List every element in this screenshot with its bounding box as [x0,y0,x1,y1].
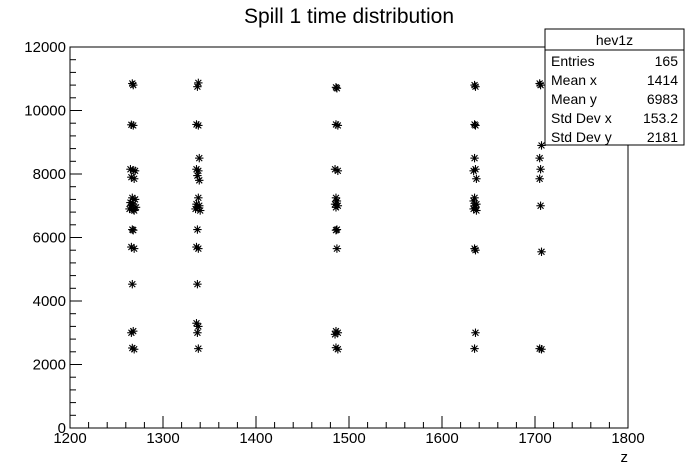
stats-row-value: 6983 [647,91,678,107]
data-point [194,322,203,331]
data-point [537,345,546,354]
data-points [125,78,546,354]
data-point [129,225,138,235]
stats-rows: Entries 165 Mean x 1414 Mean y 6983 Std Dev x 1… [551,53,678,145]
data-point [129,174,139,183]
data-point [193,328,202,337]
data-point [331,225,341,235]
data-point [469,166,478,176]
stats-row-value: 1414 [647,72,678,88]
data-point [129,345,139,354]
data-point [331,203,341,212]
stats-histogram-name: hev1z [596,32,633,48]
x-axis-label: z [621,449,629,466]
stats-box: hev1z Entries 165 Mean x 1414 Mean y 6983 Std … [544,28,685,146]
x-tick-label: 1300 [146,430,179,447]
data-point [194,193,203,203]
data-point [127,328,136,337]
data-point [194,244,203,253]
data-point [129,244,139,253]
stats-row-value: 165 [655,53,679,69]
x-tick-label: 1600 [425,430,458,447]
data-point [129,121,138,130]
axis-ticks [69,46,629,429]
data-point [129,80,138,90]
x-tick-labels: 1200 1300 1400 1500 1600 1700 1800 [53,430,644,447]
data-point [470,344,479,353]
data-point [193,225,202,234]
plot-frame [69,46,629,429]
data-point [333,166,343,176]
data-point [536,201,545,210]
data-point [470,153,479,163]
x-tick-label: 1700 [518,430,551,447]
chart-title: Spill 1 time distribution [244,5,454,28]
x-tick-label: 1400 [239,430,272,447]
data-point [194,121,203,130]
data-point [536,165,545,174]
stats-row-label: Mean y [551,91,597,107]
data-point [471,121,480,130]
data-point [536,80,545,90]
data-point [333,121,343,130]
y-tick-label: 12000 [24,39,66,56]
data-point [330,330,340,339]
data-point [535,153,544,163]
y-tick-label: 6000 [33,230,66,247]
stats-row-value: 153.2 [643,110,678,126]
data-point [537,247,546,256]
data-point [332,244,342,253]
data-point [332,84,342,93]
y-tick-label: 4000 [33,293,66,310]
data-point [535,174,544,183]
data-point [194,344,203,353]
y-tick-label: 2000 [33,357,66,374]
stats-row-value: 2181 [647,129,678,145]
y-tick-labels: 0 2000 4000 6000 8000 10000 12000 [24,39,66,437]
x-tick-label: 1500 [332,430,365,447]
data-point [130,166,140,176]
data-point [472,174,481,183]
y-tick-label: 10000 [24,103,66,120]
stats-row-label: Entries [551,53,595,69]
data-point [195,153,204,163]
data-point [472,206,481,215]
data-point [128,279,137,289]
x-tick-label: 1200 [53,430,86,447]
x-tick-label: 1800 [611,430,644,447]
data-point [193,82,202,91]
y-tick-label: 8000 [33,166,66,183]
data-point [471,246,480,255]
data-point [333,345,343,354]
data-point [126,165,135,174]
stats-row-label: Std Dev y [551,129,612,145]
data-point [129,206,139,215]
data-point [195,176,204,185]
data-point [537,141,546,150]
data-point [196,206,205,215]
data-point [471,328,480,337]
stats-row-label: Mean x [551,72,597,88]
data-point [193,279,202,289]
data-point [471,82,480,91]
data-point [333,328,343,337]
stats-row-label: Std Dev x [551,110,612,126]
y-tick-label: 0 [58,420,66,437]
stats-box-frame [544,28,685,146]
